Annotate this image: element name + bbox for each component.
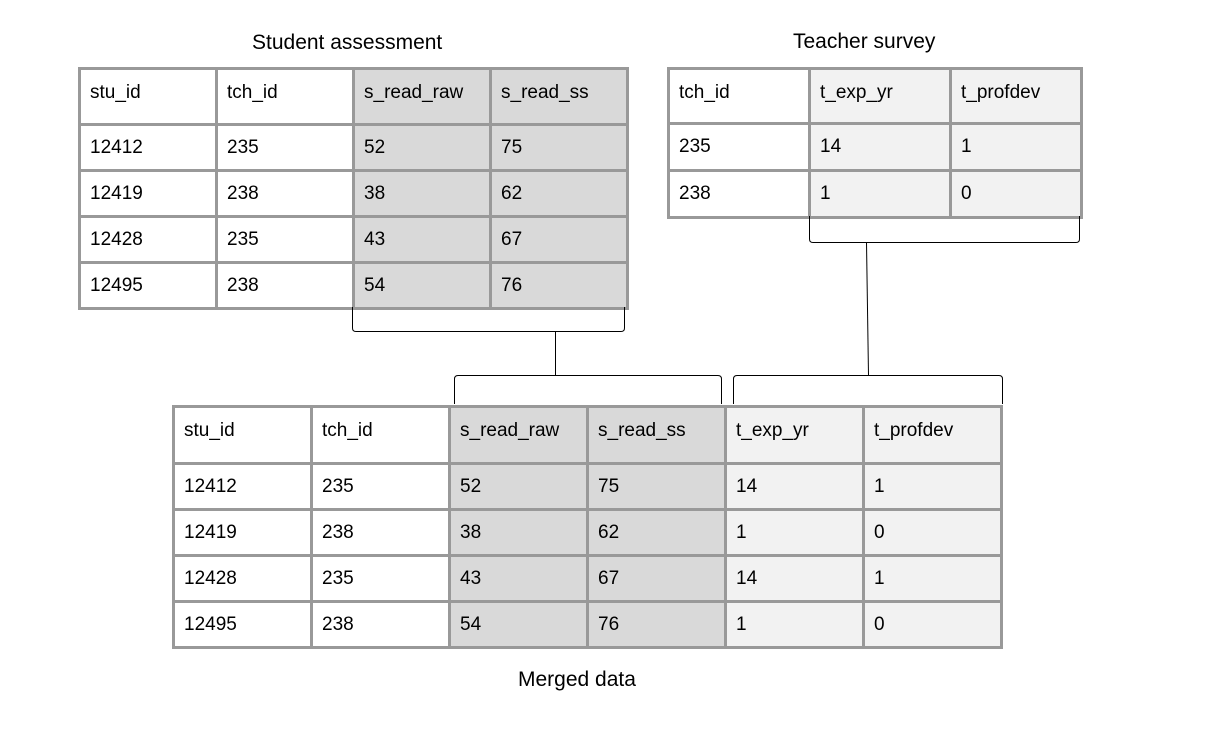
table-cell: 54 <box>352 261 492 310</box>
table-cell: 12412 <box>172 462 313 511</box>
table-cell: 235 <box>667 122 811 172</box>
merged-data-table: stu_id tch_id s_read_raw s_read_ss t_exp… <box>172 405 1003 649</box>
table-cell: 12412 <box>78 123 218 172</box>
table-cell: 62 <box>586 508 727 557</box>
table-row: 12495 238 54 76 <box>78 261 629 310</box>
table-row: 12412 235 52 75 <box>78 123 629 172</box>
header-cell: s_read_ss <box>489 67 629 126</box>
table-cell: 238 <box>310 508 451 557</box>
table-header-row: stu_id tch_id s_read_raw s_read_ss t_exp… <box>172 405 1003 465</box>
header-cell: stu_id <box>78 67 218 126</box>
header-cell: t_exp_yr <box>724 405 865 465</box>
table-cell: 12495 <box>172 600 313 649</box>
table-cell: 235 <box>215 123 355 172</box>
table-cell: 38 <box>448 508 589 557</box>
table-cell: 235 <box>310 554 451 603</box>
table-cell: 1 <box>724 508 865 557</box>
table-row: 235 14 1 <box>667 122 1083 172</box>
header-cell: t_profdev <box>949 67 1083 125</box>
table-cell: 76 <box>489 261 629 310</box>
table-cell: 43 <box>352 215 492 264</box>
table-header-row: stu_id tch_id s_read_raw s_read_ss <box>78 67 629 126</box>
table-cell: 52 <box>352 123 492 172</box>
table-cell: 0 <box>862 600 1003 649</box>
table-cell: 235 <box>310 462 451 511</box>
table-row: 12495 238 54 76 1 0 <box>172 600 1003 649</box>
table-cell: 75 <box>586 462 727 511</box>
merged-data-title: Merged data <box>518 668 636 691</box>
header-cell: tch_id <box>310 405 451 465</box>
table-cell: 12419 <box>172 508 313 557</box>
table-cell: 238 <box>310 600 451 649</box>
table-cell: 238 <box>215 169 355 218</box>
table-cell: 14 <box>724 462 865 511</box>
table-cell: 1 <box>808 169 952 219</box>
table-row: 12428 235 43 67 14 1 <box>172 554 1003 603</box>
table-cell: 75 <box>489 123 629 172</box>
table-cell: 12495 <box>78 261 218 310</box>
table-row: 238 1 0 <box>667 169 1083 219</box>
teacher-columns-bracket <box>809 216 1080 243</box>
table-cell: 67 <box>489 215 629 264</box>
student-assessment-table: stu_id tch_id s_read_raw s_read_ss 12412… <box>78 67 629 310</box>
table-row: 12428 235 43 67 <box>78 215 629 264</box>
merged-student-bracket <box>454 375 722 404</box>
table-cell: 62 <box>489 169 629 218</box>
table-cell: 54 <box>448 600 589 649</box>
table-cell: 1 <box>724 600 865 649</box>
table-row: 12419 238 38 62 1 0 <box>172 508 1003 557</box>
table-cell: 76 <box>586 600 727 649</box>
table-cell: 67 <box>586 554 727 603</box>
table-row: 12419 238 38 62 <box>78 169 629 218</box>
merged-teacher-bracket <box>733 375 1003 404</box>
table-row: 12412 235 52 75 14 1 <box>172 462 1003 511</box>
table-cell: 1 <box>949 122 1083 172</box>
student-assessment-title: Student assessment <box>252 31 443 54</box>
student-columns-bracket <box>352 307 625 332</box>
header-cell: t_exp_yr <box>808 67 952 125</box>
teacher-connector-line <box>866 242 869 376</box>
table-cell: 14 <box>724 554 865 603</box>
table-header-row: tch_id t_exp_yr t_profdev <box>667 67 1083 125</box>
header-cell: tch_id <box>215 67 355 126</box>
table-cell: 235 <box>215 215 355 264</box>
table-cell: 43 <box>448 554 589 603</box>
table-cell: 52 <box>448 462 589 511</box>
table-cell: 0 <box>862 508 1003 557</box>
header-cell: stu_id <box>172 405 313 465</box>
table-cell: 0 <box>949 169 1083 219</box>
table-cell: 38 <box>352 169 492 218</box>
header-cell: tch_id <box>667 67 811 125</box>
teacher-survey-table: tch_id t_exp_yr t_profdev 235 14 1 238 1… <box>667 67 1083 219</box>
table-cell: 1 <box>862 462 1003 511</box>
teacher-survey-title: Teacher survey <box>793 30 936 53</box>
header-cell: s_read_ss <box>586 405 727 465</box>
table-cell: 12419 <box>78 169 218 218</box>
header-cell: s_read_raw <box>448 405 589 465</box>
header-cell: t_profdev <box>862 405 1003 465</box>
table-cell: 238 <box>667 169 811 219</box>
table-cell: 12428 <box>78 215 218 264</box>
table-cell: 12428 <box>172 554 313 603</box>
table-cell: 14 <box>808 122 952 172</box>
table-cell: 238 <box>215 261 355 310</box>
header-cell: s_read_raw <box>352 67 492 126</box>
table-cell: 1 <box>862 554 1003 603</box>
